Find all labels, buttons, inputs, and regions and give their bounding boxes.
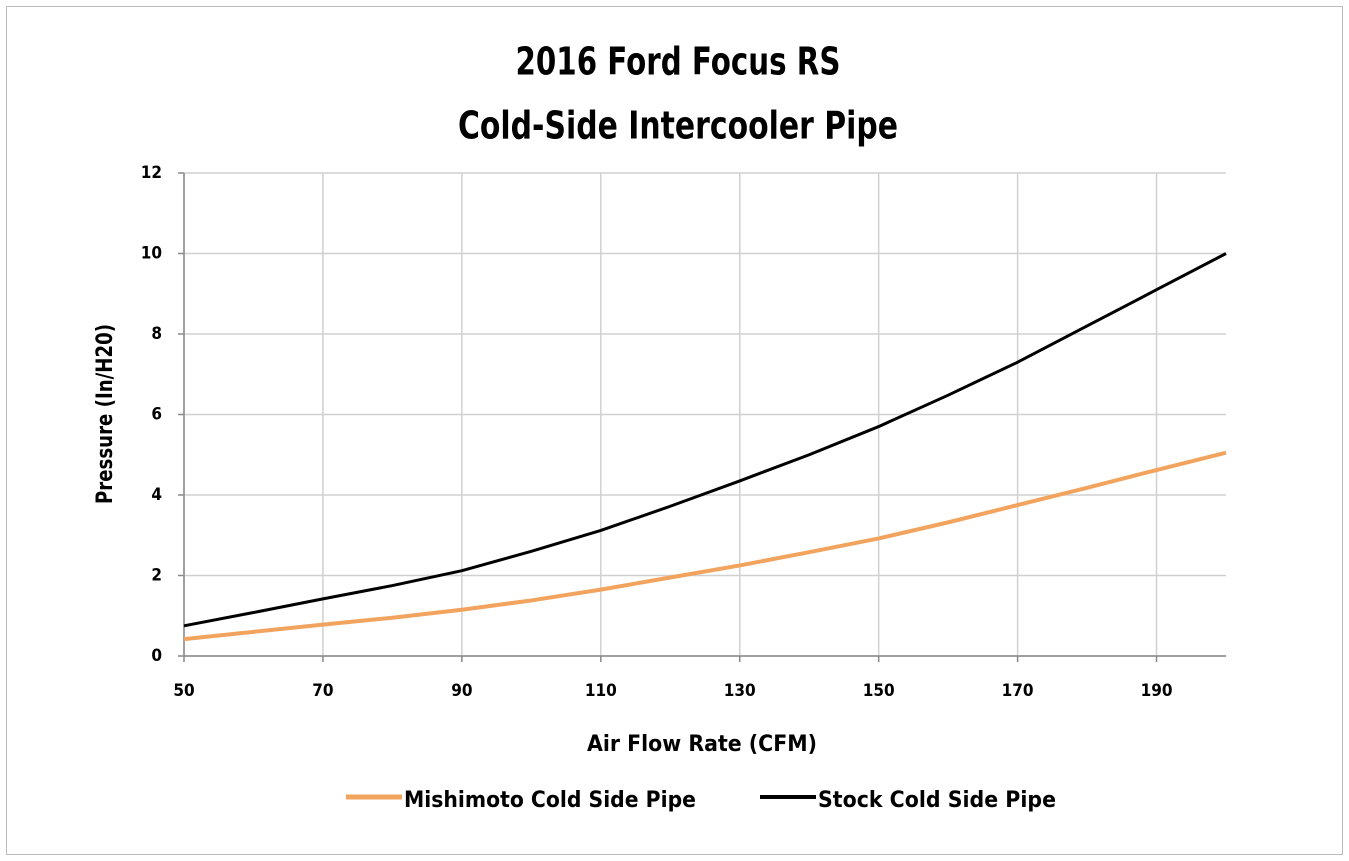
- line-series: [183, 252, 1227, 628]
- y-tick-label: 12: [141, 163, 162, 183]
- x-tick-label: 90: [451, 681, 472, 701]
- x-tick-label: 70: [312, 681, 333, 701]
- x-tick-label: 170: [1002, 681, 1034, 701]
- x-tick-label: 50: [173, 681, 194, 701]
- y-tick-label: 4: [151, 485, 162, 505]
- x-tick-label: 190: [1141, 681, 1173, 701]
- chart-border: [6, 6, 1343, 855]
- legend-label: Mishimoto Cold Side Pipe: [404, 788, 696, 813]
- legend-label: Stock Cold Side Pipe: [818, 788, 1056, 813]
- y-tick-label: 10: [141, 244, 162, 264]
- chart-title: 2016 Ford Focus RS: [516, 40, 841, 84]
- y-tick-label: 6: [151, 405, 162, 425]
- y-axis-label: Pressure (In/H20): [93, 324, 118, 504]
- y-tick-label: 2: [151, 566, 162, 586]
- x-tick-label: 150: [863, 681, 895, 701]
- y-tick-label: 0: [151, 646, 162, 666]
- line-series: [183, 450, 1227, 642]
- x-tick-label: 130: [724, 681, 756, 701]
- chart-subtitle: Cold-Side Intercooler Pipe: [458, 104, 898, 148]
- x-axis-label: Air Flow Rate (CFM): [587, 732, 817, 757]
- x-tick-label: 110: [585, 681, 617, 701]
- y-tick-label: 8: [151, 324, 162, 344]
